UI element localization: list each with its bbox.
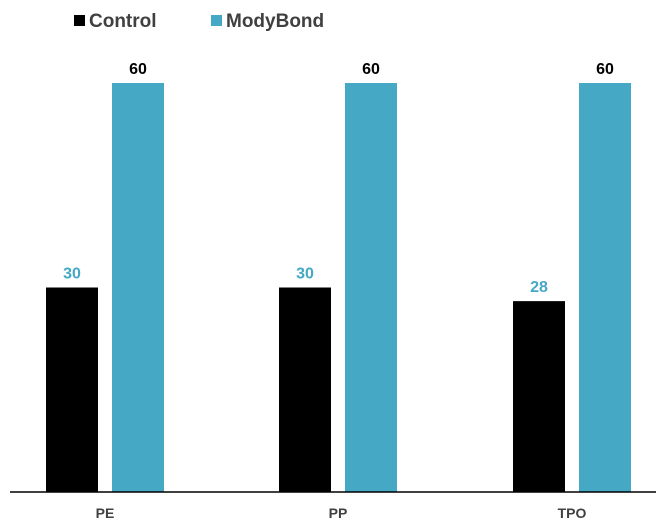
bar-control-pp (279, 287, 331, 492)
x-tick-label-pe: PE (96, 505, 115, 521)
data-label-control-pp: 30 (296, 266, 314, 283)
legend-label-modybond: ModyBond (226, 11, 324, 32)
data-label-modybond-pe: 60 (129, 61, 147, 78)
data-label-modybond-pp: 60 (362, 61, 380, 78)
x-tick-label-pp: PP (329, 505, 348, 521)
x-tick-label-tpo: TPO (558, 505, 587, 521)
chart-legend: Control ModyBond (74, 11, 324, 32)
x-axis-tick-labels: PE PP TPO (96, 505, 587, 521)
legend-swatch-control (74, 15, 85, 26)
data-label-control-tpo: 28 (530, 279, 548, 296)
bar-control-tpo (513, 301, 565, 492)
data-label-modybond-tpo: 60 (596, 61, 614, 78)
legend-label-control: Control (89, 11, 157, 32)
data-label-control-pe: 30 (63, 266, 81, 283)
bar-modybond-pp (345, 83, 397, 492)
bar-modybond-pe (112, 83, 164, 492)
chart-bars (46, 83, 631, 492)
legend-swatch-modybond (211, 15, 222, 26)
chart-value-labels: 30 60 30 60 28 60 (63, 61, 614, 296)
bar-modybond-tpo (579, 83, 631, 492)
bar-control-pe (46, 287, 98, 492)
